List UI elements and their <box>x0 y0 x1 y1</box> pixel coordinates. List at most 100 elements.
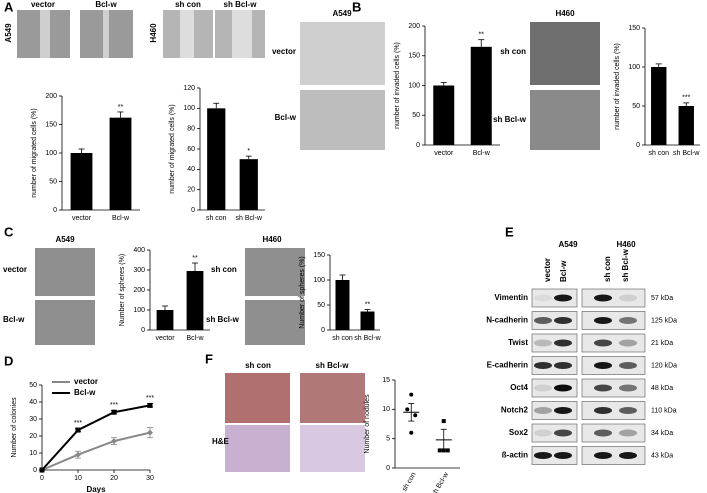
x-tick-label: sh con <box>206 215 227 222</box>
bar <box>207 108 226 210</box>
blot-band <box>594 317 612 324</box>
x-tick-label: 10 <box>74 475 82 482</box>
blot-box <box>581 401 646 420</box>
micrographs <box>17 10 600 472</box>
y-axis-label: number of migrated cells (%) <box>169 104 176 193</box>
y-tick-label: 50 <box>632 103 640 110</box>
band-size: 120 kDa <box>651 362 677 369</box>
x-tick-label: vector <box>155 335 175 342</box>
legend-label: Bcl-w <box>74 388 96 397</box>
bar <box>109 117 132 210</box>
x-tick-label: Bcl-w <box>112 215 130 222</box>
blot-band <box>594 429 612 437</box>
cell-line-label: H460 <box>262 235 282 244</box>
y-tick-label: 20 <box>187 187 195 194</box>
bar <box>360 311 375 330</box>
x-axis-label: Days <box>86 485 106 493</box>
band-size: 21 kDa <box>651 340 673 347</box>
y-tick-label: 20 <box>29 433 37 440</box>
y-tick-label: 0 <box>141 327 145 334</box>
point <box>405 407 410 412</box>
y-tick-label: 150 <box>408 53 420 60</box>
cell-line-label: A549 <box>55 235 75 244</box>
blot-band <box>594 339 612 347</box>
marker <box>147 402 153 408</box>
marker <box>75 427 81 433</box>
blot-band <box>619 452 637 459</box>
y-tick-label: 400 <box>133 247 145 254</box>
cell-line-label: H460 <box>616 240 636 249</box>
cell-line-label: H460 <box>149 23 158 43</box>
y-axis-label: number of invaded cells (%) <box>394 42 401 129</box>
x-tick-label: sh con <box>401 471 417 492</box>
x-tick-label: sh Bcl-w <box>673 150 700 157</box>
protein-label: Vimentin <box>494 293 528 302</box>
condition-label: vector <box>31 0 55 9</box>
condition-label: sh Bcl-w <box>206 315 240 324</box>
y-tick-label: 100 <box>183 105 195 112</box>
blot-band <box>554 407 572 414</box>
x-tick-label: sh Bcl-w <box>354 335 381 342</box>
blot-band <box>594 384 612 392</box>
blot-band <box>594 294 612 302</box>
blot-band <box>534 407 552 414</box>
cell-line-label: H460 <box>555 9 575 18</box>
point <box>441 448 446 453</box>
y-tick-label: 50 <box>412 112 420 119</box>
band-size: 48 kDa <box>651 385 673 392</box>
blot-band <box>534 317 552 324</box>
y-tick-label: 0 <box>191 207 195 214</box>
bar <box>70 153 93 210</box>
x-tick-label: sh Bcl-w <box>431 471 451 493</box>
condition-label: Bcl-w <box>95 0 117 9</box>
blot-band <box>554 429 572 437</box>
blot-box <box>581 311 646 330</box>
x-tick-label: 0 <box>40 475 44 482</box>
point <box>409 430 414 435</box>
significance: *** <box>110 402 118 409</box>
y-tick-label: 50 <box>317 302 325 309</box>
y-tick-label: 60 <box>187 146 195 153</box>
protein-label: N-cadherin <box>486 316 528 325</box>
bar <box>651 67 667 145</box>
x-tick-label: 30 <box>146 475 154 482</box>
blot-band <box>554 452 572 459</box>
y-tick-label: 200 <box>408 23 420 30</box>
y-tick-label: 10 <box>382 406 390 413</box>
blot-band <box>534 429 552 437</box>
series-line <box>41 404 151 471</box>
x-tick-label: 20 <box>110 475 118 482</box>
marker <box>111 438 117 445</box>
bar <box>156 310 174 330</box>
band-size: 43 kDa <box>651 452 673 459</box>
condition-label: vector <box>3 265 27 274</box>
blot-box <box>581 446 646 465</box>
condition-label: sh con <box>500 47 526 56</box>
blot-band <box>534 339 552 347</box>
band-size: 57 kDa <box>651 295 673 302</box>
significance: ** <box>118 104 124 111</box>
y-tick-label: 5 <box>386 436 390 443</box>
y-tick-label: 50 <box>29 382 37 389</box>
marker <box>147 429 153 436</box>
blot-band <box>619 407 637 414</box>
panel-letter: D <box>4 353 13 368</box>
y-axis-label: number of invaded cells (%) <box>614 43 621 130</box>
blot-band <box>534 294 552 302</box>
blot-band <box>619 384 637 392</box>
x-tick-label: vector <box>434 150 454 157</box>
x-tick-label: Bcl-w <box>186 335 204 342</box>
x-tick-label: sh con <box>332 335 353 342</box>
y-tick-label: 0 <box>321 327 325 334</box>
y-axis-label: number of migrated cells (%) <box>31 108 38 197</box>
blot-band <box>554 339 572 347</box>
y-tick-label: 100 <box>45 150 57 157</box>
blot-band <box>534 362 552 369</box>
significance: *** <box>146 395 154 402</box>
band-size: 125 kDa <box>651 317 677 324</box>
bar <box>433 85 455 145</box>
point <box>437 448 442 453</box>
blot-box <box>581 356 646 375</box>
condition-label: Bcl-w <box>3 315 25 324</box>
y-tick-label: 30 <box>29 416 37 423</box>
